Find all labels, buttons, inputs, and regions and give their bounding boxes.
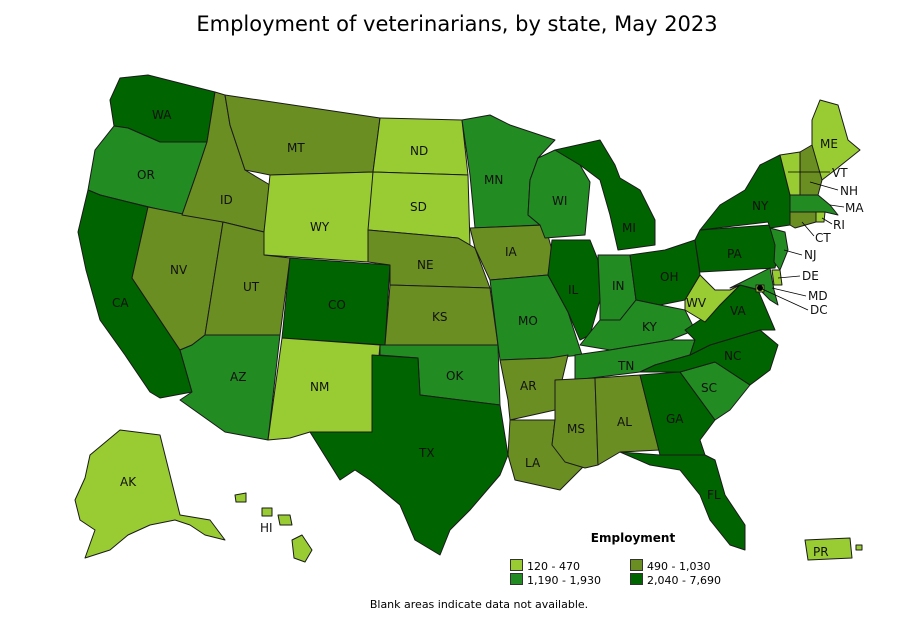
dc-marker	[757, 285, 763, 291]
label-nd: ND	[410, 144, 428, 158]
label-mi: MI	[622, 221, 636, 235]
label-pa: PA	[727, 247, 742, 261]
label-de: DE	[802, 269, 819, 283]
state-hi-island-2[interactable]	[277, 514, 293, 526]
leader-ct	[801, 221, 815, 237]
state-ny[interactable]	[699, 154, 791, 231]
label-az: AZ	[230, 370, 246, 384]
state-hi[interactable]	[291, 534, 313, 563]
leader-de	[777, 275, 801, 279]
state-mt[interactable]	[224, 94, 381, 176]
label-hi: HI	[260, 521, 273, 535]
label-ny: NY	[752, 199, 769, 213]
leader-ma	[829, 204, 845, 208]
state-md[interactable]	[729, 267, 779, 306]
label-al: AL	[617, 415, 632, 429]
label-ut: UT	[243, 280, 260, 294]
label-ia: IA	[505, 245, 518, 259]
label-co: CO	[328, 298, 346, 312]
label-mo: MO	[518, 314, 538, 328]
legend-swatch-bin-3	[510, 573, 523, 585]
state-hi-island-3[interactable]	[261, 507, 273, 517]
state-hi-island-4[interactable]	[234, 492, 247, 503]
label-ak: AK	[120, 475, 137, 489]
map-title: Employment of veterinarians, by state, M…	[196, 12, 718, 36]
footnote: Blank areas indicate data not available.	[369, 598, 589, 611]
legend-swatch-bin-1	[510, 559, 523, 571]
label-fl: FL	[707, 488, 721, 502]
state-wy[interactable]	[263, 171, 374, 263]
label-va: VA	[730, 304, 746, 318]
legend-label-bin-4: 2,040 - 7,690	[647, 574, 721, 587]
legend-item-bin-1: 120 - 470	[510, 559, 580, 573]
state-fl[interactable]	[619, 451, 746, 551]
label-md: MD	[808, 289, 828, 303]
label-wi: WI	[552, 194, 567, 208]
label-nj: NJ	[804, 248, 817, 262]
legend-item-bin-4: 2,040 - 7,690	[630, 573, 721, 587]
legend-swatch-bin-4	[630, 573, 643, 585]
state-pr[interactable]	[804, 537, 853, 561]
state-ak[interactable]	[74, 429, 226, 559]
legend-label-bin-1: 120 - 470	[527, 560, 580, 573]
leader-nh	[809, 181, 839, 191]
label-ma: MA	[845, 201, 864, 215]
label-mn: MN	[484, 173, 503, 187]
label-sd: SD	[410, 200, 427, 214]
legend: Employment 120 - 470 490 - 1,030 1,190 -…	[508, 531, 768, 587]
label-ga: GA	[666, 412, 684, 426]
label-dc: DC	[810, 303, 828, 317]
state-tx[interactable]	[309, 354, 509, 556]
leader-dc	[759, 287, 809, 311]
state-pr-island-2[interactable]	[855, 544, 863, 551]
label-ok: OK	[446, 369, 464, 383]
legend-swatch-bin-2	[630, 559, 643, 571]
label-oh: OH	[660, 270, 678, 284]
label-ky: KY	[642, 320, 657, 334]
label-vt: VT	[832, 166, 848, 180]
legend-label-bin-3: 1,190 - 1,930	[527, 574, 601, 587]
label-wv: WV	[686, 296, 707, 310]
label-ne: NE	[417, 258, 434, 272]
label-tx: TX	[418, 446, 435, 460]
label-or: OR	[137, 168, 155, 182]
state-az[interactable]	[179, 334, 281, 441]
label-ca: CA	[112, 296, 129, 310]
leader-md	[771, 287, 807, 297]
legend-item-bin-2: 490 - 1,030	[630, 559, 710, 573]
label-nm: NM	[310, 380, 329, 394]
label-tn: TN	[617, 359, 634, 373]
label-ms: MS	[567, 422, 585, 436]
legend-label-bin-2: 490 - 1,030	[647, 560, 711, 573]
state-ct[interactable]	[789, 211, 817, 229]
leader-ri	[821, 217, 833, 225]
label-ar: AR	[520, 379, 537, 393]
leader-nj	[783, 249, 803, 256]
label-nh: NH	[840, 184, 858, 198]
label-nv: NV	[170, 263, 188, 277]
label-me: ME	[820, 137, 838, 151]
label-la: LA	[525, 456, 541, 470]
label-wa: WA	[152, 108, 172, 122]
label-ri: RI	[833, 218, 845, 232]
label-id: ID	[220, 193, 233, 207]
label-ct: CT	[815, 231, 831, 245]
label-il: IL	[568, 283, 579, 297]
label-nc: NC	[724, 349, 741, 363]
label-in: IN	[612, 279, 625, 293]
label-pr: PR	[813, 545, 829, 559]
label-mt: MT	[287, 141, 305, 155]
label-wy: WY	[310, 220, 330, 234]
label-ks: KS	[432, 310, 448, 324]
state-de[interactable]	[771, 269, 783, 286]
legend-title: Employment	[590, 531, 676, 545]
state-ri[interactable]	[815, 211, 826, 223]
state-mi[interactable]	[554, 139, 656, 251]
state-nh[interactable]	[799, 144, 823, 196]
label-sc: SC	[701, 381, 717, 395]
legend-item-bin-3: 1,190 - 1,930	[510, 573, 601, 587]
